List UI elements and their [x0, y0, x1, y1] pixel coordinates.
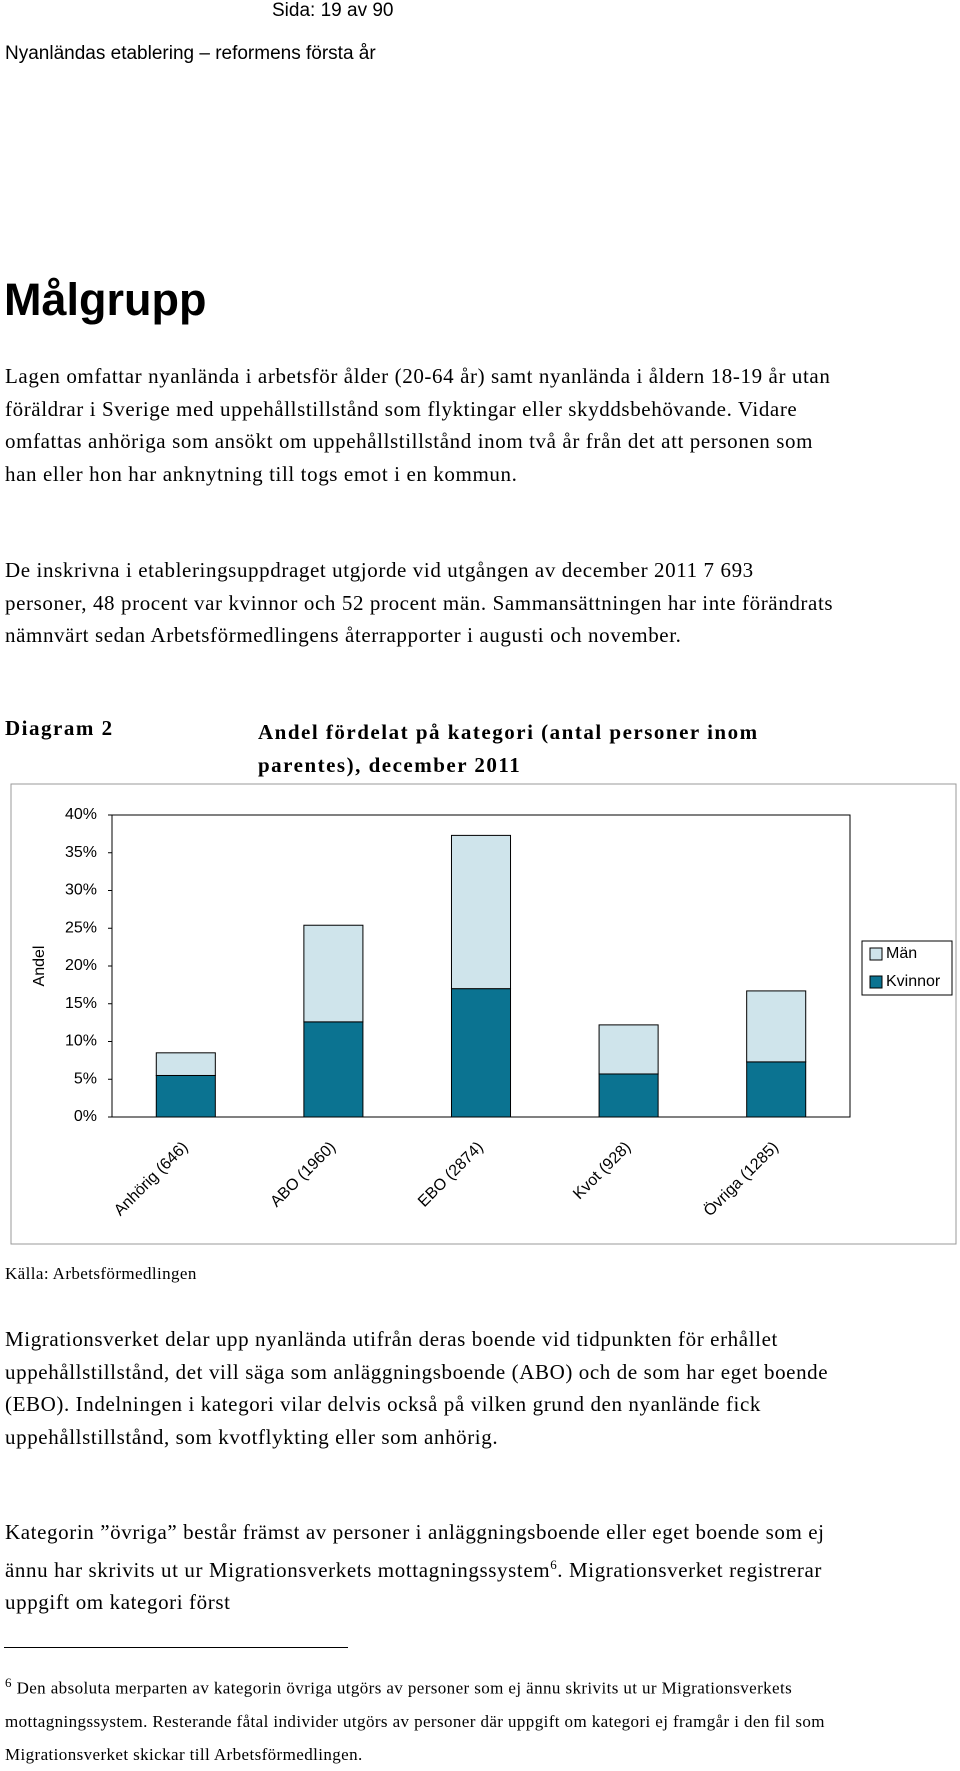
bar-segment: [746, 990, 807, 1063]
figure-label: Diagram 2: [5, 716, 114, 740]
footnote-ref: 6: [550, 1556, 558, 1572]
paragraph: De inskrivna i etableringsuppdraget utgj…: [5, 558, 834, 648]
bar-segment: [598, 1024, 659, 1075]
paragraph: Kategorin ”övriga” består främst av pers…: [5, 1516, 835, 1619]
legend-label: Kvinnor: [886, 973, 941, 990]
bar-segment: [155, 1074, 216, 1118]
text: Kategorin ”övriga” består främst av pers…: [5, 1520, 825, 1582]
heading: Målgrupp: [4, 274, 207, 325]
figure-source: Källa: Arbetsförmedlingen: [5, 1264, 197, 1283]
footnote-number: 6: [5, 1675, 12, 1690]
figure-caption: Andel fördelat på kategori (antal person…: [258, 720, 759, 777]
bar-segment: [303, 1021, 364, 1118]
footnote: 6 Den absoluta merparten av kategorin öv…: [5, 1666, 905, 1771]
y-tick-label: 40%: [65, 806, 97, 823]
y-tick-label: 30%: [65, 882, 97, 899]
text: . Migrationsverket registrerar uppgift o…: [5, 1557, 822, 1615]
y-tick-label: 5%: [74, 1070, 97, 1087]
bar-segment: [746, 1061, 807, 1118]
y-tick-label: 35%: [65, 844, 97, 861]
paragraph: Lagen omfattar nyanlända i arbetsför åld…: [5, 364, 831, 486]
page-number: Sida: 19 av 90: [272, 0, 394, 21]
y-tick-label: 0%: [74, 1108, 97, 1125]
bar-segment: [450, 834, 512, 990]
bar-segment: [450, 988, 512, 1118]
legend-swatch: [869, 975, 883, 989]
footnote-rule: [4, 1647, 348, 1648]
y-tick-label: 10%: [65, 1033, 97, 1050]
paragraph: Migrationsverket delar upp nyanlända uti…: [5, 1327, 829, 1449]
footnote-text: Den absoluta merparten av kategorin övri…: [5, 1678, 825, 1764]
bar-segment: [598, 1073, 659, 1118]
legend-swatch: [869, 947, 883, 961]
y-tick-label: 15%: [65, 995, 97, 1012]
bar-segment: [155, 1052, 216, 1076]
legend-label: Män: [886, 945, 917, 962]
y-tick-label: 20%: [65, 957, 97, 974]
y-axis-title: Andel: [31, 946, 48, 987]
bar-segment: [303, 924, 364, 1023]
y-tick-label: 25%: [65, 919, 97, 936]
running-title: Nyanländas etablering – reformens första…: [5, 43, 376, 64]
